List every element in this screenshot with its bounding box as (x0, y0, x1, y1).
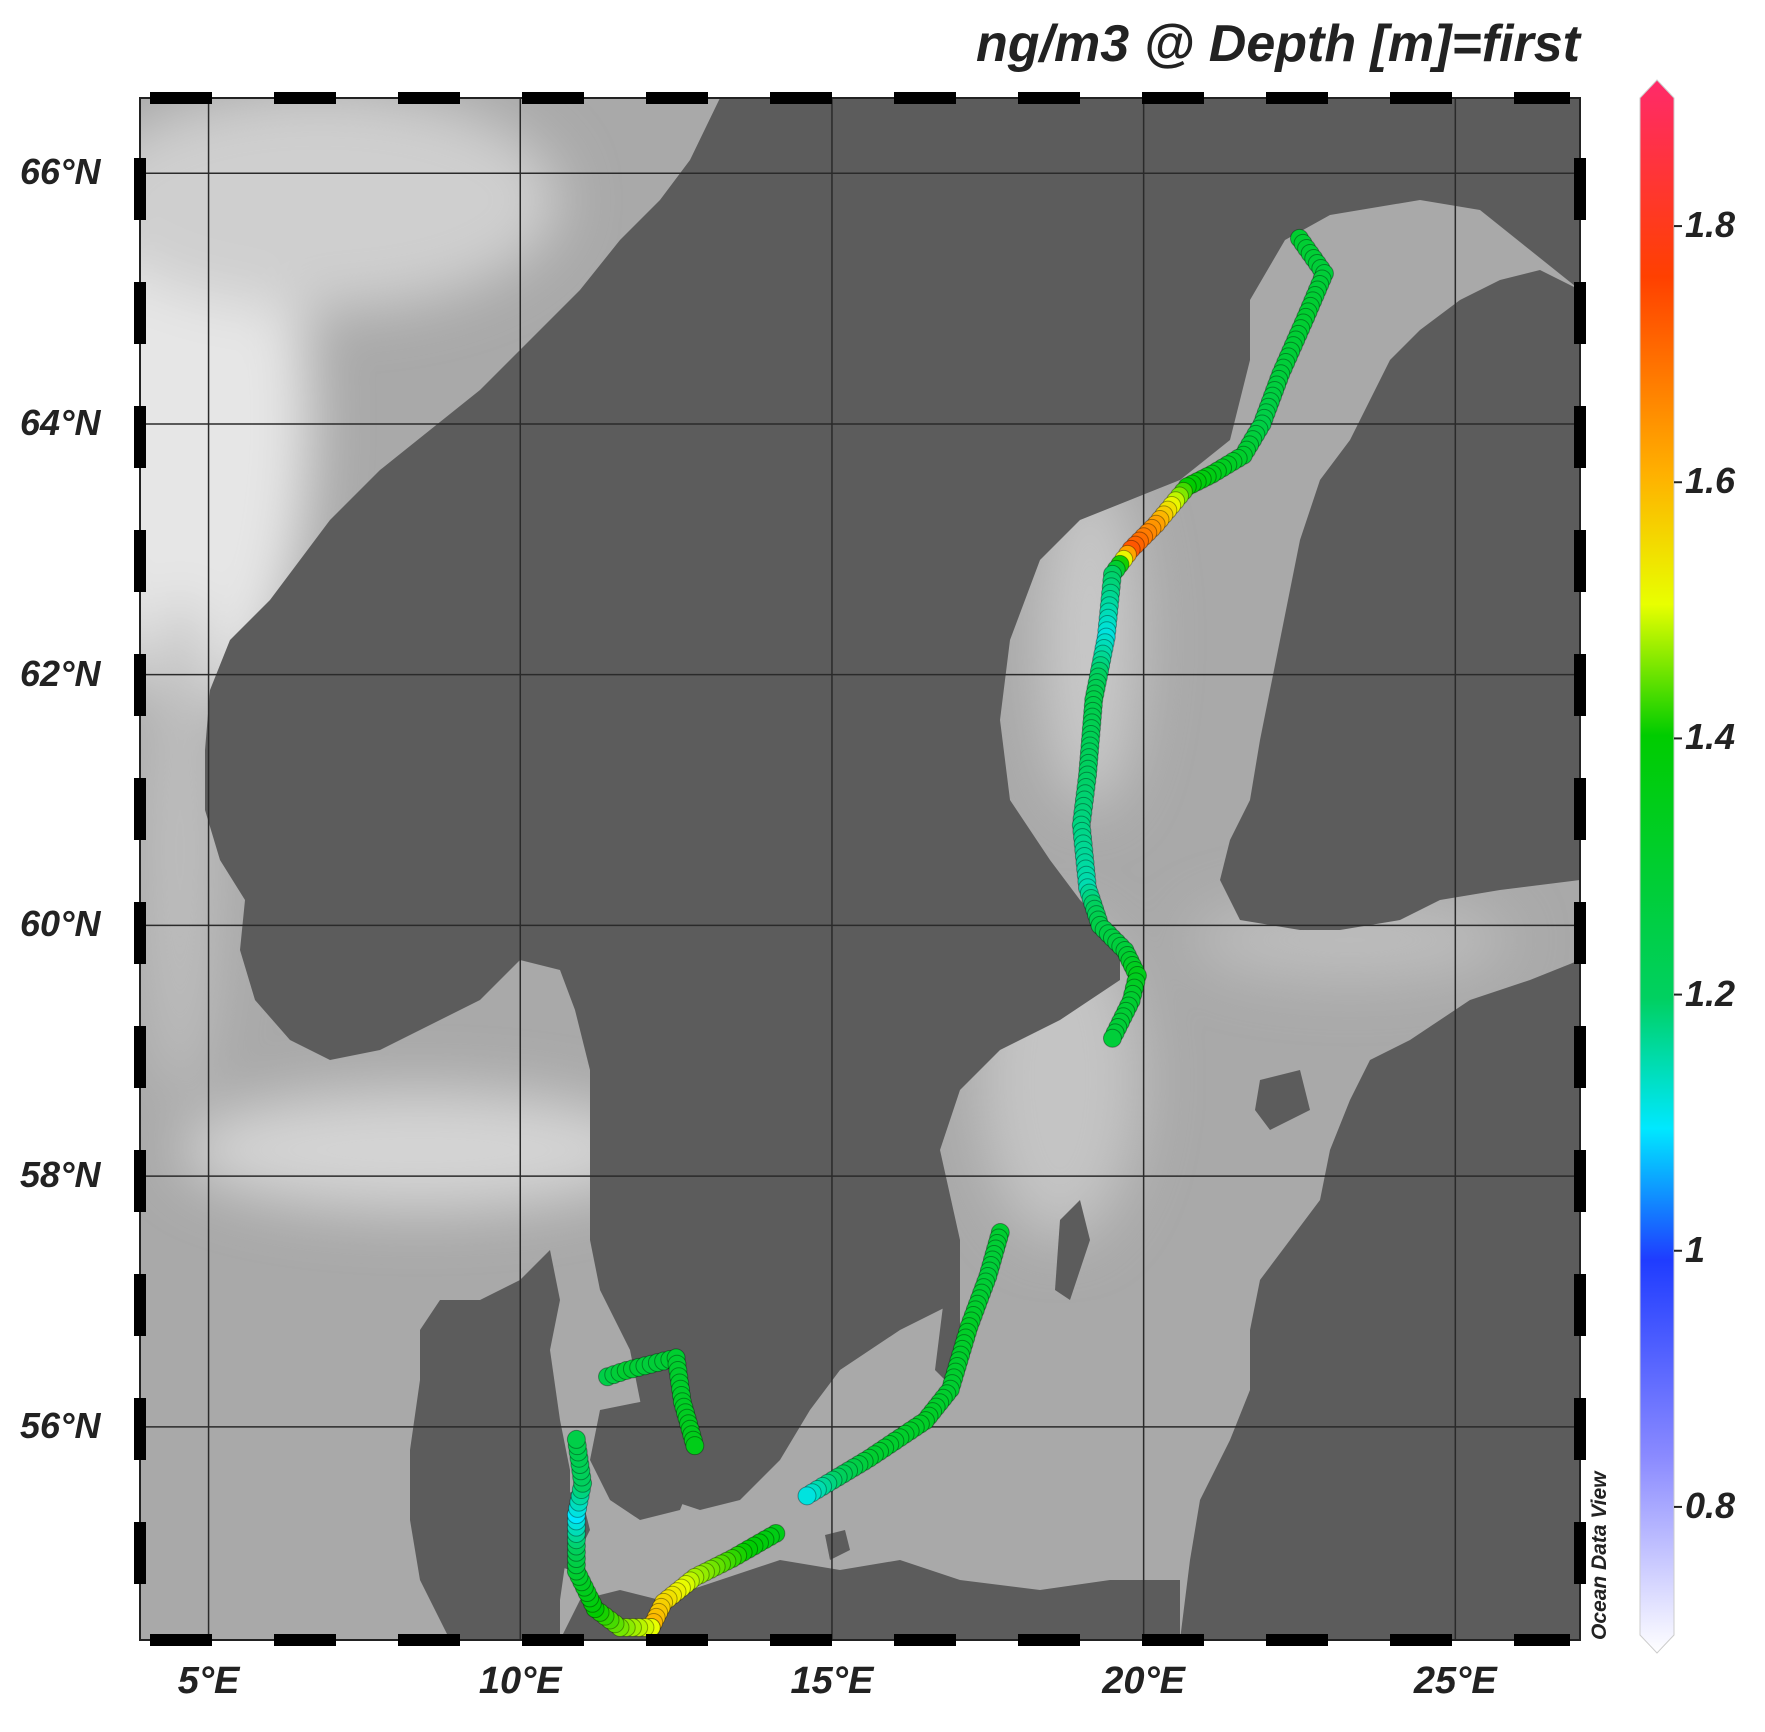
land-scandinavia (205, 98, 1580, 1510)
land-finland (1220, 98, 1580, 930)
land-gotland (1055, 1200, 1090, 1300)
frame-bar (1018, 92, 1080, 104)
frame-bar (1266, 92, 1328, 104)
frame-bar (646, 1634, 708, 1646)
latitude-label: 66°N (20, 151, 101, 193)
frame-bar (1574, 406, 1586, 468)
colorbar-tick-label: 0.8 (1685, 1484, 1736, 1526)
map-title: ng/m3 @ Depth [m]=first (976, 15, 1580, 73)
frame-bar (1018, 1634, 1080, 1646)
frame-bar (522, 1634, 584, 1646)
land-denmark-jutland (410, 1250, 570, 1640)
latitude-label: 64°N (20, 401, 101, 443)
frame-bar (646, 92, 708, 104)
frame-bar (274, 92, 336, 104)
frame-bar (1574, 1398, 1586, 1460)
frame-bar (134, 1150, 146, 1212)
graticule (140, 98, 1580, 1640)
frame-bar (274, 1634, 336, 1646)
frame-bar (1514, 92, 1570, 104)
frame-bar (150, 92, 212, 104)
frame-bar (134, 1522, 146, 1584)
frame-bar (150, 1634, 212, 1646)
frame-bar (1266, 1634, 1328, 1646)
land-germany-poland (560, 1560, 1180, 1640)
frame-bar (1574, 282, 1586, 344)
track-point (685, 1436, 705, 1456)
longitude-label: 10°E (478, 1660, 562, 1702)
latitude-label: 56°N (20, 1404, 101, 1446)
frame-bar (1574, 158, 1586, 220)
frame-bar (1574, 778, 1586, 840)
frame-bar (1142, 1634, 1204, 1646)
latitude-label: 62°N (20, 652, 101, 694)
frame-bar (770, 92, 832, 104)
frame-bar (134, 778, 146, 840)
plot-frame (139, 97, 1581, 1641)
frame-bar (1390, 92, 1452, 104)
frame-bar (770, 1634, 832, 1646)
frame-bar (522, 92, 584, 104)
frame-scale-bars (134, 92, 1586, 1646)
land-baltics (1180, 960, 1580, 1640)
frame-bar (398, 1634, 460, 1646)
latitude-label: 58°N (20, 1154, 101, 1196)
frame-bar (134, 282, 146, 344)
land-saaremaa (1255, 1070, 1310, 1130)
frame-bar (1574, 1522, 1586, 1584)
frame-bar (894, 92, 956, 104)
frame-bar (134, 902, 146, 964)
latitude-label: 60°N (20, 903, 101, 945)
frame-bar (1574, 1026, 1586, 1088)
track-point (566, 1429, 586, 1449)
longitude-label: 25°E (1413, 1660, 1497, 1702)
frame-bar (1390, 1634, 1452, 1646)
cruise-track (566, 228, 1334, 1637)
frame-bar (134, 530, 146, 592)
frame-bar (1142, 92, 1204, 104)
colorbar (1639, 79, 1682, 1654)
colorbar-tick-label: 1 (1685, 1228, 1706, 1270)
colorbar-tick-label: 1.8 (1685, 204, 1736, 246)
longitude-label: 20°E (1102, 1660, 1186, 1702)
frame-bar (1514, 1634, 1570, 1646)
frame-bar (1574, 530, 1586, 592)
land-zealand (590, 1400, 700, 1520)
track-point (1102, 1028, 1122, 1048)
frame-bar (134, 406, 146, 468)
colorbar-tick-label: 1.2 (1685, 972, 1736, 1014)
colorbar-body (1639, 79, 1675, 1654)
frame-bar (1574, 1274, 1586, 1336)
track-point (797, 1486, 817, 1506)
frame-bar (134, 1398, 146, 1460)
colorbar-tick-label: 1.6 (1685, 460, 1736, 502)
watermark-text: Ocean Data View (1588, 1471, 1611, 1640)
colorbar-ticks (1674, 225, 1682, 1508)
frame-bar (1574, 902, 1586, 964)
frame-bar (1574, 1150, 1586, 1212)
longitude-label: 5°E (177, 1660, 240, 1702)
frame-bar (134, 654, 146, 716)
frame-bar (1574, 654, 1586, 716)
frame-bar (134, 158, 146, 220)
frame-bar (134, 1274, 146, 1336)
frame-bar (894, 1634, 956, 1646)
frame-bar (134, 1026, 146, 1088)
colorbar-tick-label: 1.4 (1685, 716, 1736, 758)
longitude-label: 15°E (790, 1660, 874, 1702)
frame-bar (398, 92, 460, 104)
